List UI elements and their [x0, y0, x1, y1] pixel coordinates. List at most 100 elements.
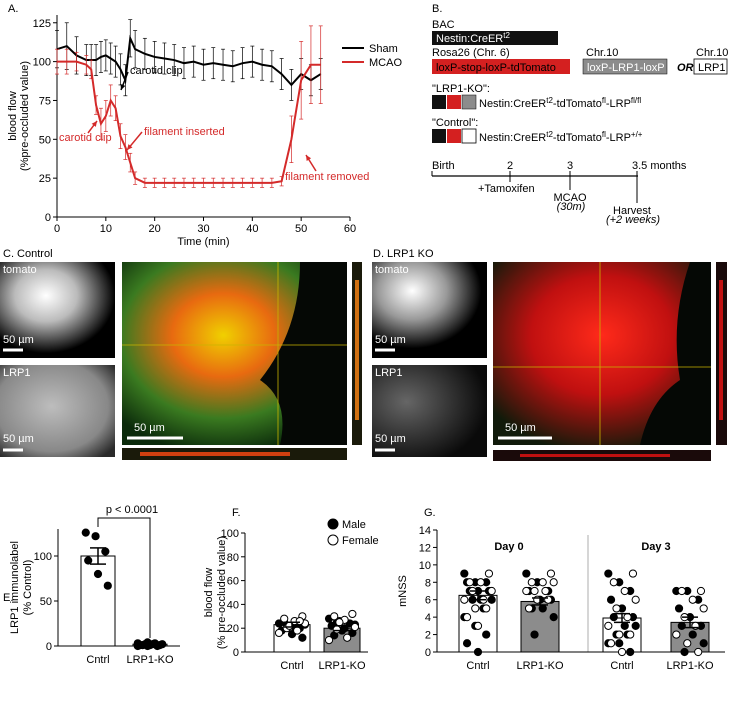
significance-bracket [97, 517, 151, 638]
data-point [101, 547, 110, 556]
data-point [674, 604, 684, 613]
y-axis-label: LRP1 immunolabel [9, 541, 21, 634]
data-point [295, 616, 304, 626]
data-point [688, 595, 697, 604]
data-point [332, 625, 341, 634]
y-axis-label: mNSS [397, 575, 409, 607]
timeline-label: 2 [507, 160, 513, 172]
data-point [81, 528, 90, 537]
timeline-label: 3.5 months [632, 160, 687, 172]
text-part: Nestin:CreER [436, 33, 503, 45]
scale-label: 50 µm [134, 422, 165, 434]
data-point [350, 622, 360, 632]
y-tick-label: 20 [227, 623, 239, 635]
y-tick-label: 40 [227, 599, 239, 611]
error-bar [532, 597, 548, 606]
annotation: carotid clip [130, 65, 183, 77]
data-point [482, 630, 491, 639]
data-point [465, 578, 474, 587]
legend-label: Sham [369, 43, 398, 55]
error-bar [614, 612, 630, 624]
image-label: tomato [3, 264, 37, 276]
construct-box [582, 58, 668, 75]
image [372, 262, 487, 358]
error-bar [334, 625, 350, 632]
data-point [631, 621, 640, 630]
data-point [343, 633, 352, 642]
timeline-label: Harvest [613, 205, 651, 217]
data-point [549, 578, 558, 587]
y-tick-label: 125 [33, 18, 51, 30]
y-tick-label: 14 [419, 525, 431, 537]
y-tick-label: 0 [45, 212, 51, 224]
y-axis-label: (% Control) [22, 560, 34, 616]
x-tick-label: LRP1-KO [516, 660, 564, 672]
x-axis-label: Time (min) [177, 236, 229, 248]
data-point [546, 569, 556, 578]
construct-box [432, 129, 446, 143]
panel-label: E. [3, 592, 13, 604]
data-point [541, 586, 550, 596]
data-point [482, 604, 491, 613]
data-point [626, 647, 635, 657]
data-point [538, 578, 547, 587]
data-point [606, 639, 616, 648]
data-point [538, 604, 547, 613]
x-tick-label: Cntrl [466, 660, 489, 672]
y-tick-label: 8 [425, 577, 431, 589]
data-point [476, 578, 485, 587]
image-region [640, 262, 711, 445]
x-tick-label: Cntrl [610, 660, 633, 672]
data-point [623, 613, 632, 622]
data-point [274, 628, 284, 638]
micrograph-panel: D. LRP1 KO tomato 50 µm LRP1 50 µm 50 µm [372, 248, 727, 461]
chart-title: Day 3 [641, 541, 670, 553]
text-part: -LRP [606, 132, 631, 144]
panel-label: A. [8, 3, 18, 15]
data-point [84, 556, 93, 565]
construct-text: loxP-LRP1-loxP [587, 62, 665, 74]
y-tick-label: 0 [46, 641, 52, 653]
scale-label: 50 µm [3, 433, 34, 445]
image-region [140, 452, 290, 456]
y-tick-label: 10 [419, 560, 431, 572]
superscript: fl [602, 130, 606, 139]
y-axis-label: (%pre-occluded value) [19, 61, 31, 171]
annotation: carotid clip [59, 132, 112, 144]
construct-box [432, 59, 570, 74]
data-point [604, 621, 613, 630]
scale-label: 50 µm [375, 433, 406, 445]
timeline-note: (30m) [557, 201, 586, 213]
x-tick-label: 40 [246, 223, 258, 235]
data-point [530, 586, 539, 596]
data-point [158, 640, 167, 649]
error-bar [90, 547, 106, 565]
annotation: filament inserted [144, 126, 225, 138]
text-part: -tdTomato [553, 98, 602, 110]
data-point [471, 604, 480, 613]
data-point [460, 569, 469, 578]
y-tick-label: 100 [34, 551, 52, 563]
x-tick-label: LRP1-KO [318, 660, 366, 672]
superscript: fl [602, 96, 606, 105]
data-point [612, 604, 621, 613]
construct-box [447, 129, 461, 143]
legend-marker [327, 534, 339, 546]
data-point [473, 621, 483, 630]
arrow-head [127, 144, 133, 150]
construct-box [461, 94, 477, 110]
legend-marker [327, 518, 339, 530]
data-point [324, 636, 334, 645]
x-tick-label: LRP1-KO [126, 654, 174, 666]
panel-label: C. Control [3, 248, 53, 260]
data-point [335, 618, 344, 627]
data-point [524, 604, 534, 613]
superscript: t2 [503, 31, 510, 40]
data-point [522, 569, 531, 578]
data-point [672, 630, 681, 639]
data-point [91, 532, 100, 541]
y-axis-label: (% pre-occluded value) [216, 536, 228, 649]
panel-label: B. [432, 3, 442, 15]
data-point [530, 630, 539, 639]
scale-label: 50 µm [505, 422, 536, 434]
